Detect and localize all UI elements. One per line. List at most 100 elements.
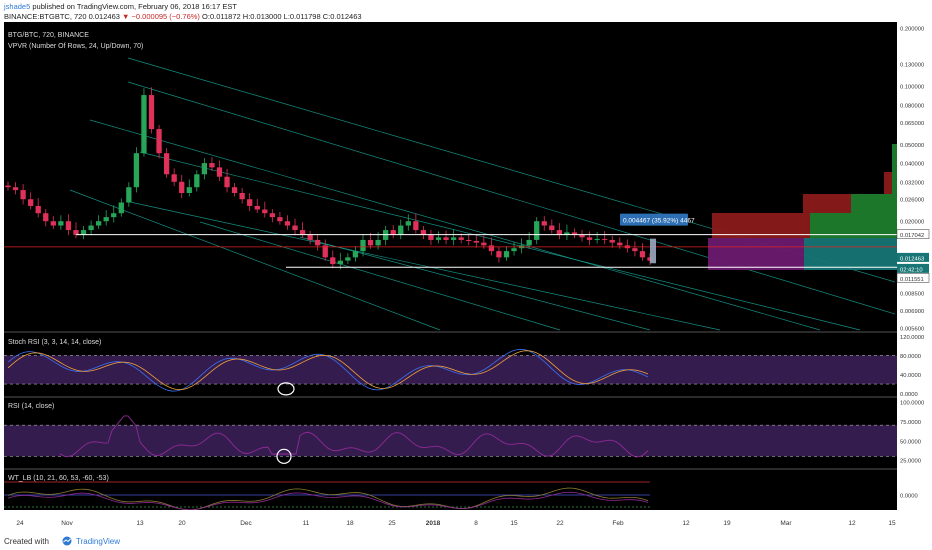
time-tick-label: 12 xyxy=(848,520,856,527)
candle-body xyxy=(443,237,449,240)
stoch-rsi-pane: Stoch RSI (3, 3, 14, 14, close) xyxy=(4,339,897,396)
candle-body xyxy=(156,129,162,154)
stoch-tick-label: 0.0000 xyxy=(900,392,918,398)
chart-area[interactable]: BTG/BTC, 720, BINANCE VPVR (Number Of Row… xyxy=(0,22,932,532)
candle-body xyxy=(466,239,472,241)
level-tag-bg xyxy=(896,229,930,239)
candle-body xyxy=(602,238,608,240)
time-axis-bg xyxy=(0,510,932,532)
candle-body xyxy=(269,213,275,218)
measure-box xyxy=(650,238,656,264)
author-link[interactable]: jshade5 xyxy=(4,2,31,11)
time-tick-label: 15 xyxy=(510,520,518,527)
price-tick-label: 0.008500 xyxy=(900,291,924,297)
channel-line xyxy=(89,119,821,331)
time-tick-label: 12 xyxy=(682,520,690,527)
candle-body xyxy=(231,187,238,194)
vpvr-bar xyxy=(892,144,897,194)
candle-body xyxy=(360,239,366,252)
channel-line xyxy=(299,236,651,331)
candle-body xyxy=(141,95,147,154)
price-change: −0.000095 (−0.76%) xyxy=(131,12,200,21)
candle-body xyxy=(239,193,245,200)
price-tick-label: 0.026000 xyxy=(900,198,924,204)
vpvr-label: VPVR (Number Of Rows, 24, Up/Down, 70) xyxy=(8,43,143,50)
candle-body xyxy=(398,225,404,235)
chart-header: jshade5 published on TradingView.com, Fe… xyxy=(0,0,932,22)
channel-line xyxy=(129,201,721,331)
price-tick-label: 0.012463 xyxy=(900,256,924,262)
candle-body xyxy=(420,230,427,235)
stoch-tick-label: 40.0000 xyxy=(900,373,921,379)
axes: 0.200000 0.130000 0.100000 0.080000 0.065000… xyxy=(0,22,932,532)
candle-body xyxy=(28,199,34,206)
time-tick-label: 11 xyxy=(303,520,310,527)
candle-body xyxy=(639,251,646,258)
rsi-tick-label: 75.0000 xyxy=(900,420,921,426)
candle-body xyxy=(390,230,396,235)
publish-line: jshade5 published on TradingView.com, Fe… xyxy=(4,2,237,11)
publish-info: published on TradingView.com, February 0… xyxy=(32,2,237,11)
main-pane: BTG/BTC, 720, BINANCE VPVR (Number Of Row… xyxy=(4,32,897,331)
candle-body xyxy=(632,248,638,252)
candle-body xyxy=(488,245,495,252)
stoch-tick-label: 120.0000 xyxy=(900,335,924,341)
time-tick-label: 2018 xyxy=(426,520,441,527)
channel-line xyxy=(127,81,896,315)
candle-body xyxy=(481,242,487,246)
tradingview-brand-link[interactable]: TradingView xyxy=(76,537,121,546)
candle-body xyxy=(179,181,185,194)
vpvr-bar xyxy=(712,213,810,238)
candle-body xyxy=(262,209,268,214)
rsi-line xyxy=(59,415,649,458)
candle-body xyxy=(458,237,464,240)
low-value: L:0.011798 xyxy=(283,12,321,21)
candle-body xyxy=(503,251,510,258)
candle-body xyxy=(352,251,359,258)
candle-body xyxy=(571,232,578,235)
time-tick-label: 18 xyxy=(346,520,354,527)
candle-body xyxy=(35,205,41,214)
candle-body xyxy=(126,187,132,203)
price-tag-bg xyxy=(897,263,929,273)
candle-body xyxy=(556,230,563,235)
created-with-label: Created with xyxy=(4,537,49,546)
vpvr-bar xyxy=(803,194,851,213)
candle-body xyxy=(315,239,321,246)
candle-body xyxy=(216,167,223,177)
candle-body xyxy=(247,199,253,206)
candle-body xyxy=(5,185,11,188)
candle-body xyxy=(322,245,328,258)
vpvr-bar xyxy=(851,194,897,213)
candle-body xyxy=(43,213,49,222)
price-tick-label: 0.017042 xyxy=(900,233,924,239)
candle-body xyxy=(118,202,124,214)
candle-body xyxy=(80,230,87,235)
candle-body xyxy=(594,238,600,240)
open-value: O:0.011872 xyxy=(202,12,241,21)
price-tick-label: 0.005600 xyxy=(900,327,924,333)
stoch-k-line xyxy=(7,348,649,392)
candle-body xyxy=(12,187,19,191)
candle-body xyxy=(549,225,555,231)
candle-body xyxy=(534,221,540,240)
rsi-title: RSI (14, close) xyxy=(8,403,54,410)
rsi-tick-label: 50.0000 xyxy=(900,439,921,445)
candle-body xyxy=(58,221,64,226)
time-tick-label: 20 xyxy=(178,520,186,527)
candle-body xyxy=(148,95,155,130)
price-tick-label: 0.032000 xyxy=(900,180,924,186)
candle-body xyxy=(450,237,457,240)
time-tick-label: 19 xyxy=(723,520,731,527)
candle-body xyxy=(284,221,291,226)
candle-body xyxy=(20,190,26,200)
wt-tick-label: 0.0000 xyxy=(900,494,918,500)
candle-body xyxy=(133,153,140,188)
price-tick-label: 0.020000 xyxy=(900,220,924,226)
price-tick-label: 0.130000 xyxy=(900,63,924,69)
candle-body xyxy=(367,239,374,246)
price-tick-label: 0.100000 xyxy=(900,85,924,91)
candle-body xyxy=(95,221,102,226)
candle-body xyxy=(473,240,479,243)
level-tag-bg xyxy=(896,273,930,283)
